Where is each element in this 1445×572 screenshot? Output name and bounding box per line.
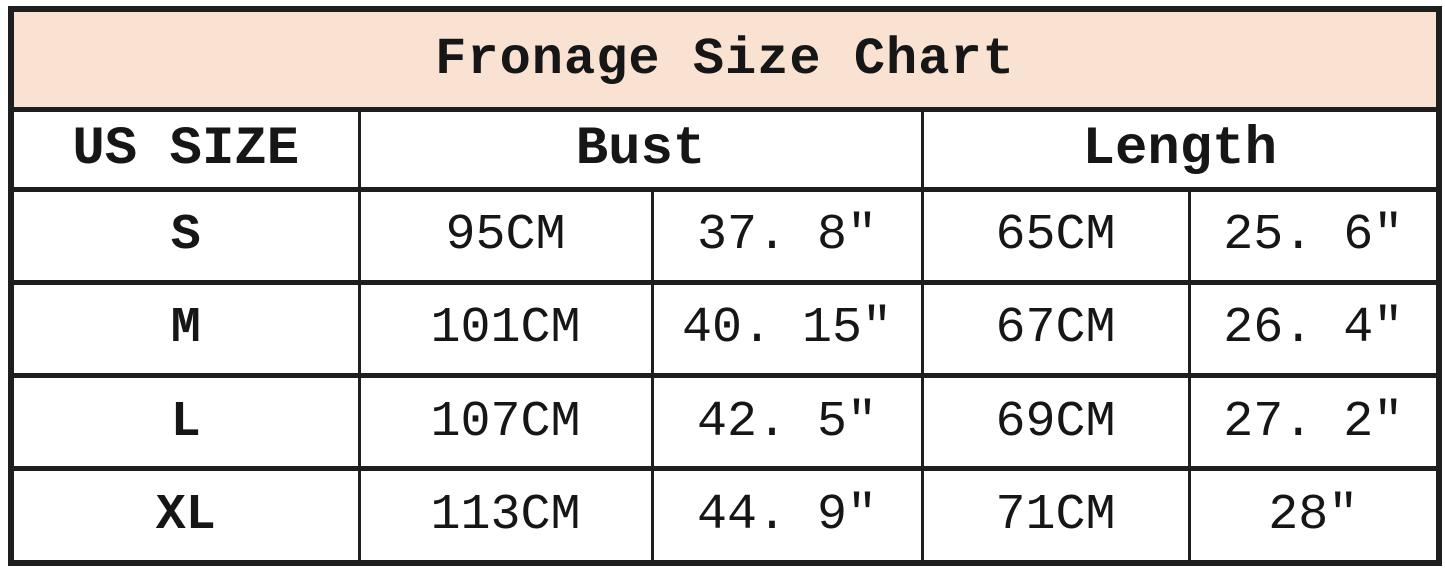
- chart-title: Fronage Size Chart: [9, 6, 1441, 112]
- bust-in-value: 37. 8″: [650, 186, 924, 285]
- length-cm-value: 65CM: [920, 186, 1191, 285]
- bust-in-value: 40. 15″: [650, 279, 924, 379]
- size-label: XL: [9, 466, 361, 566]
- size-label: S: [9, 186, 361, 285]
- length-cm-value: 69CM: [920, 373, 1191, 472]
- bust-cm-value: 107CM: [357, 373, 654, 472]
- size-chart-table: Fronage Size Chart US SIZE Bust Length S…: [8, 6, 1443, 566]
- length-cm-value: 71CM: [920, 466, 1191, 566]
- size-label: M: [9, 279, 361, 379]
- table-row-m: M 101CM 40. 15″ 67CM 26. 4″: [9, 279, 1441, 379]
- table-row-l: L 107CM 42. 5″ 69CM 27. 2″: [9, 373, 1441, 472]
- size-chart: Fronage Size Chart US SIZE Bust Length S…: [8, 6, 1443, 566]
- length-in-value: 26. 4″: [1187, 279, 1441, 379]
- bust-in-value: 42. 5″: [650, 373, 924, 472]
- header-row: US SIZE Bust Length: [9, 106, 1441, 192]
- length-in-value: 25. 6″: [1187, 186, 1441, 285]
- col-header-length: Length: [920, 106, 1441, 192]
- col-header-bust: Bust: [357, 106, 924, 192]
- col-header-us-size: US SIZE: [9, 106, 361, 192]
- bust-cm-value: 95CM: [357, 186, 654, 285]
- size-label: L: [9, 373, 361, 472]
- length-in-value: 27. 2″: [1187, 373, 1441, 472]
- length-in-value: 28″: [1187, 466, 1441, 566]
- title-row: Fronage Size Chart: [9, 6, 1441, 112]
- table-row-s: S 95CM 37. 8″ 65CM 25. 6″: [9, 186, 1441, 285]
- bust-in-value: 44. 9″: [650, 466, 924, 566]
- bust-cm-value: 113CM: [357, 466, 654, 566]
- length-cm-value: 67CM: [920, 279, 1191, 379]
- bust-cm-value: 101CM: [357, 279, 654, 379]
- table-row-xl: XL 113CM 44. 9″ 71CM 28″: [9, 466, 1441, 566]
